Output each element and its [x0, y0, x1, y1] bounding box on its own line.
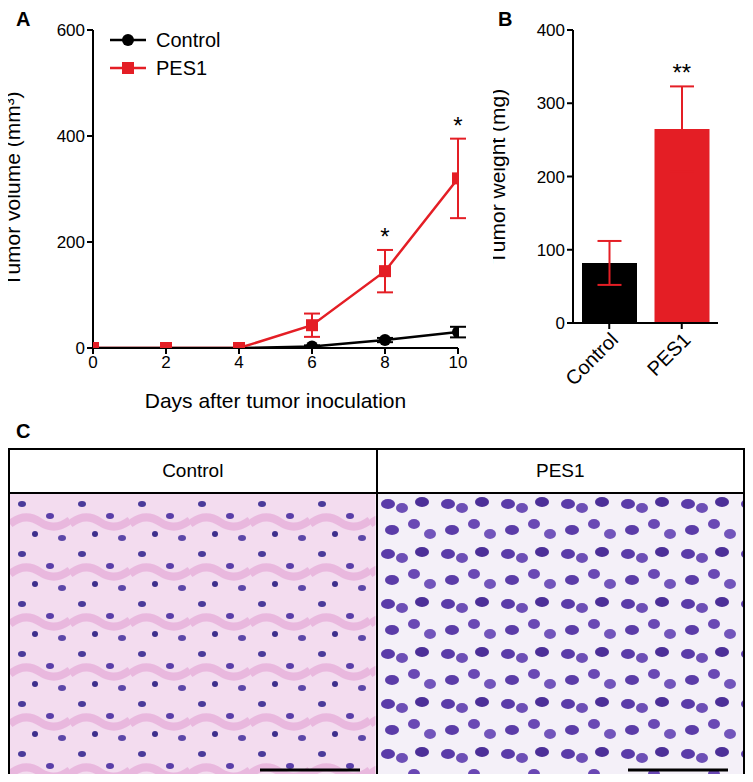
html-text:PES1: PES1 [156, 56, 208, 79]
svg-text:0: 0 [76, 339, 85, 358]
svg-text:0: 0 [88, 353, 97, 372]
svg-text:400: 400 [537, 21, 565, 40]
svg-text:*: * [380, 223, 389, 250]
svg-text:600: 600 [57, 21, 85, 40]
svg-text:400: 400 [57, 127, 85, 146]
svg-text:200: 200 [537, 168, 565, 187]
svg-text:0: 0 [556, 314, 565, 333]
svg-text:6: 6 [307, 353, 316, 372]
svg-text:Tumor volume (mm³): Tumor volume (mm³) [8, 91, 24, 286]
svg-text:PES1: PES1 [643, 328, 695, 380]
html-text:Control: Control [162, 460, 224, 481]
svg-text:Tumor weight (mg): Tumor weight (mg) [493, 89, 509, 264]
svg-text:300: 300 [537, 94, 565, 113]
svg-text:Control: Control [561, 328, 622, 389]
svg-text:2: 2 [161, 353, 170, 372]
html-text:B: B [498, 8, 513, 30]
svg-text:**: ** [672, 59, 691, 86]
svg-text:200: 200 [57, 233, 85, 252]
svg-text:Days after tumor inoculation: Days after tumor inoculation [145, 389, 406, 412]
html-text:C: C [16, 420, 31, 442]
svg-text:*: * [453, 112, 462, 139]
html-text:PES1: PES1 [536, 460, 585, 481]
svg-text:100: 100 [537, 241, 565, 260]
html-text:Control: Control [156, 28, 221, 51]
svg-text:8: 8 [380, 353, 389, 372]
html-text:A: A [16, 8, 31, 30]
svg-text:4: 4 [234, 353, 243, 372]
svg-text:10: 10 [449, 353, 468, 372]
